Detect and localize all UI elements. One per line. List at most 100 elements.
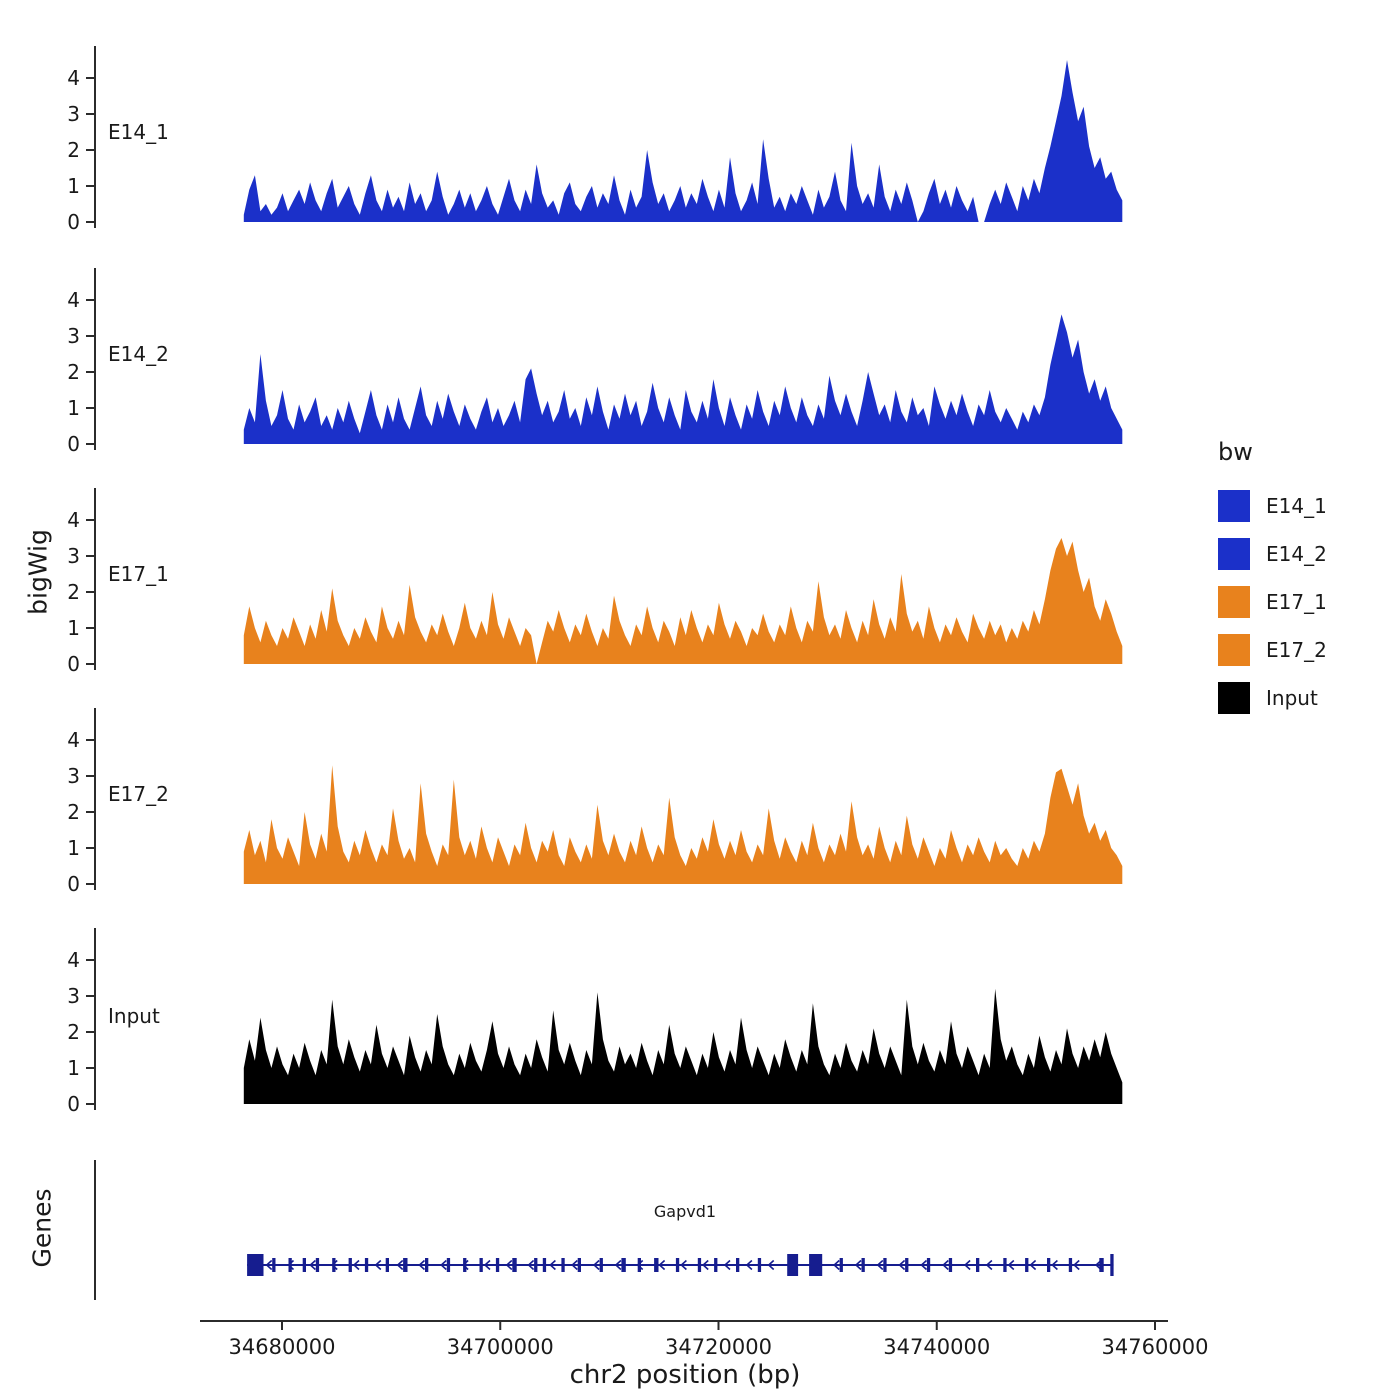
gene-exon [332,1258,336,1272]
gene-strand-arrow [920,1259,928,1271]
panel-e14-1: 0 1 2 3 4 [35,30,1200,234]
coverage-polygon-E14_2 [243,314,1123,444]
y-tick-label: 2 [67,580,80,604]
gene-exon [1110,1254,1114,1276]
y-tick-label: 3 [67,544,80,568]
legend-swatch-e14-1 [1218,490,1250,522]
coverage-track-e17-2: 0 1 2 3 4 [67,708,1123,896]
gene-exon [861,1258,865,1272]
gene-exon [637,1258,641,1272]
gene-exon [736,1258,740,1272]
legend-title: bw [1218,438,1253,466]
gene-exon [1068,1258,1073,1272]
legend-swatch-input [1218,682,1250,714]
gene-exon [315,1258,320,1272]
gene-strand-arrow [1029,1259,1037,1271]
y-tick-label: 3 [67,984,80,1008]
track-label-e14-1: E14_1 [108,120,169,144]
gene-exon [403,1258,408,1272]
y-tick-label: 2 [67,360,80,384]
gene-strand-arrow [440,1259,447,1271]
gene-exon [348,1258,352,1272]
gene-strand-arrow [854,1259,862,1271]
y-tick-label: 4 [67,948,80,972]
gene-exon [542,1258,547,1272]
y-tick-label: 0 [67,652,80,676]
gene-strand-arrow [658,1259,666,1271]
track-label-input: Input [108,1004,160,1028]
gene-strand-arrow [614,1259,622,1271]
gene-strand-arrow [352,1259,360,1271]
gene-strand-arrow [1007,1259,1015,1271]
gene-exon [364,1258,369,1272]
coverage-polygon-Input [243,988,1123,1104]
x-tick-label: 34720000 [665,1335,772,1359]
legend-label-input: Input [1266,686,1318,710]
legend-item: E17_1 [1218,586,1327,618]
gene-strand-arrow [985,1259,993,1271]
y-tick-label: 1 [67,616,80,640]
track-label-e14-2: E14_2 [108,342,169,366]
gene-exon [1047,1258,1051,1272]
gene-exon [714,1258,718,1272]
gene-exon [787,1254,799,1276]
gene-strand-arrow [396,1259,404,1271]
gene-strand-arrow [483,1259,491,1271]
track-label-e17-2: E17_2 [108,782,169,806]
legend-item: E14_2 [1218,538,1327,570]
gene-strand-arrow [767,1259,775,1271]
gene-strand-arrow [702,1259,709,1271]
y-tick-label: 3 [67,764,80,788]
gene-exon [495,1258,500,1272]
gene-exon [561,1258,565,1272]
y-tick-label: 4 [67,508,80,532]
gene-exon [948,1258,953,1272]
gene-exon [905,1258,909,1272]
gene-exon [697,1258,702,1272]
y-tick-label: 0 [67,432,80,456]
legend-label-e17-1: E17_1 [1266,590,1327,614]
y-tick-label: 2 [67,138,80,162]
gene-exon [479,1258,483,1272]
gene-exon [302,1258,306,1272]
gene-exon [1025,1258,1029,1272]
legend-swatch-e17-1 [1218,586,1250,618]
x-axis-title: chr2 position (bp) [569,1360,801,1390]
y-tick-label: 2 [67,800,80,824]
gene-strand-arrow [1073,1259,1080,1271]
panel-e17-2: 0 1 2 3 4 [35,692,1200,896]
y-tick-label: 3 [67,102,80,126]
gene-strand-arrow [723,1259,731,1271]
panel-e14-2: 0 1 2 3 4 [35,252,1200,456]
y-tick-label: 0 [67,1092,80,1116]
coverage-track-input: 0 1 2 3 4 [67,928,1123,1116]
x-tick-label: 34760000 [1102,1335,1209,1359]
coverage-track-e14-1: 0 1 2 3 4 [67,46,1123,234]
coverage-polygon-E14_1 [243,60,1123,222]
gene-exon [675,1258,680,1272]
legend: bw E14_1 E14_2 E17_1 E17_2 Input [1218,438,1327,730]
legend-item: E17_2 [1218,634,1327,666]
gene-exon [463,1258,467,1272]
y-tick-label: 1 [67,1056,80,1080]
gene-name-label: Gapvd1 [653,1202,717,1221]
gene-strand-arrow [549,1259,556,1271]
legend-item: E14_1 [1218,490,1327,522]
legend-label-e14-1: E14_1 [1266,494,1327,518]
gene-strand-arrow [309,1259,316,1271]
legend-label-e14-2: E14_2 [1266,542,1327,566]
gene-exon [621,1258,626,1272]
gene-exon [385,1258,389,1272]
gene-exon [425,1258,429,1272]
gene-model-track [94,1160,1114,1300]
gene-strand-arrow [505,1259,513,1271]
gene-strand-arrow [833,1259,840,1271]
y-tick-label: 1 [67,174,80,198]
gene-exon [976,1258,980,1272]
y-tick-label: 0 [67,210,80,234]
gene-strand-arrow [942,1259,949,1271]
y-tick-label: 1 [67,836,80,860]
gene-exon [839,1258,843,1272]
gene-exon [272,1258,276,1272]
